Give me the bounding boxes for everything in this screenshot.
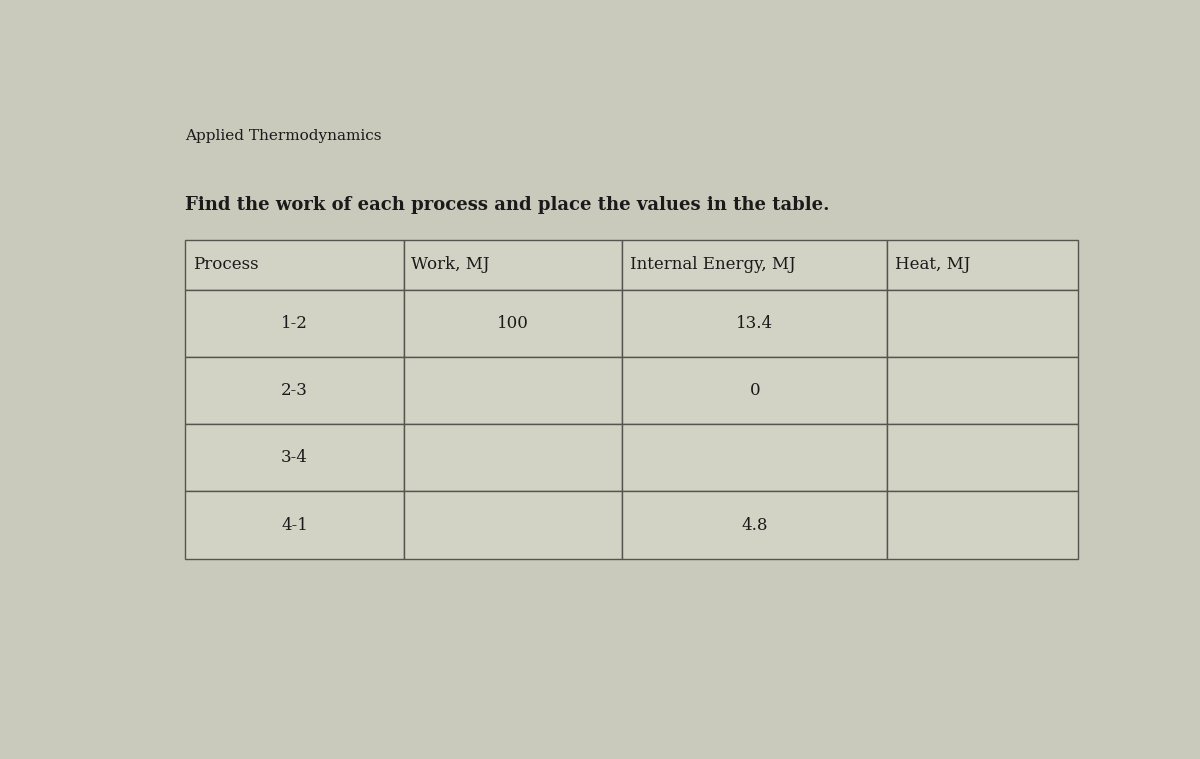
Bar: [623, 290, 888, 357]
Bar: [404, 424, 623, 491]
Text: 4-1: 4-1: [281, 517, 308, 534]
Bar: [404, 290, 623, 357]
Text: Heat, MJ: Heat, MJ: [895, 257, 971, 273]
Bar: [623, 491, 888, 559]
Text: 3-4: 3-4: [281, 449, 308, 466]
Bar: [404, 240, 623, 290]
Bar: [185, 240, 404, 290]
Bar: [623, 424, 888, 491]
Bar: [888, 357, 1078, 424]
Bar: [623, 357, 888, 424]
Text: 2-3: 2-3: [281, 382, 308, 399]
Bar: [185, 290, 404, 357]
Bar: [404, 357, 623, 424]
Bar: [404, 491, 623, 559]
Text: Applied Thermodynamics: Applied Thermodynamics: [185, 129, 382, 143]
Bar: [888, 290, 1078, 357]
Text: 0: 0: [750, 382, 761, 399]
Text: Work, MJ: Work, MJ: [412, 257, 490, 273]
Bar: [185, 491, 404, 559]
Text: 4.8: 4.8: [742, 517, 768, 534]
Text: 1-2: 1-2: [281, 315, 308, 332]
Bar: [185, 357, 404, 424]
Text: Internal Energy, MJ: Internal Energy, MJ: [630, 257, 796, 273]
Bar: [888, 240, 1078, 290]
Text: Find the work of each process and place the values in the table.: Find the work of each process and place …: [185, 197, 830, 214]
Bar: [185, 424, 404, 491]
Bar: [623, 240, 888, 290]
Text: Process: Process: [193, 257, 258, 273]
Bar: [888, 491, 1078, 559]
Bar: [888, 424, 1078, 491]
Text: 100: 100: [497, 315, 529, 332]
Text: 13.4: 13.4: [737, 315, 774, 332]
